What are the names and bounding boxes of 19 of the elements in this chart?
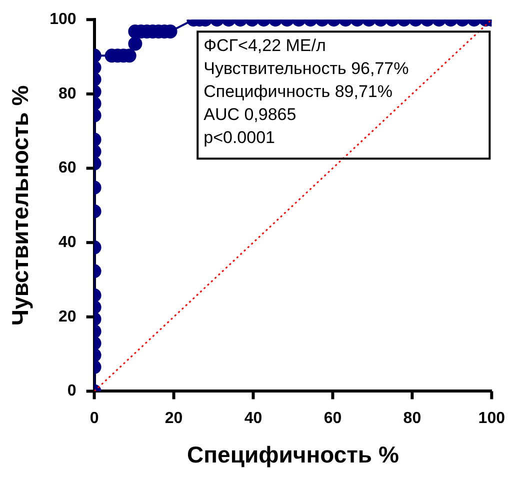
- y-tick-label: 40: [58, 234, 76, 251]
- x-tick-label: 100: [478, 410, 506, 428]
- x-tick-label: 0: [90, 410, 99, 428]
- x-tick-label: 80: [403, 410, 422, 428]
- x-tick-label: 20: [164, 410, 183, 428]
- annotation: Чувствительность 96,77%: [204, 58, 409, 78]
- x-axis-title: Специфичность %: [187, 442, 399, 468]
- y-axis-title: Чувствительность %: [7, 85, 34, 326]
- annotation: AUC 0,9865: [204, 104, 296, 124]
- annotation: p<0.0001: [204, 128, 275, 147]
- y-tick-label: 0: [67, 382, 76, 400]
- y-tick-label: 60: [58, 160, 76, 177]
- x-tick-label: 60: [324, 410, 342, 428]
- y-tick-label: 100: [50, 11, 76, 28]
- annotation: ФСГ<4,22 МЕ/л: [204, 36, 326, 55]
- y-tick-label: 20: [58, 308, 76, 326]
- y-tick-label: 80: [58, 85, 76, 102]
- x-tick-label: 40: [244, 410, 262, 428]
- annotation: Специфичность 89,71%: [204, 82, 392, 101]
